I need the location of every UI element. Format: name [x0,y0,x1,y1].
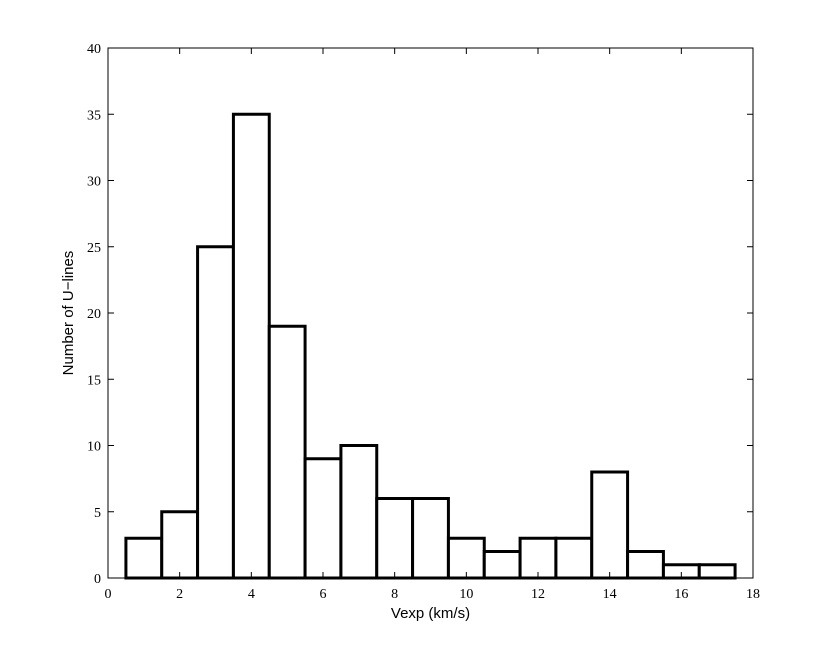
bars-group [124,112,737,580]
histogram-bar [697,563,737,580]
histogram-bar [411,497,450,580]
y-tick-label: 30 [87,175,101,190]
y-tick-label: 0 [94,572,101,587]
histogram-bar [231,112,271,580]
histogram-bar [267,324,307,580]
histogram-bar [124,536,164,580]
x-tick-label: 12 [531,587,545,602]
histogram-bar [554,536,594,580]
y-tick-label: 35 [87,108,101,123]
tick-labels-group: 0 2 4 6 8 10 12 14 16 18 0 5 10 15 20 25 30 35 40 [87,42,760,602]
x-tick-label: 16 [674,587,688,602]
histogram-bar [196,245,235,580]
histogram-bar [303,457,343,580]
x-tick-label: 6 [320,587,327,602]
x-tick-label: 10 [459,587,473,602]
y-tick-label: 40 [87,42,101,57]
histogram-bar [160,510,200,580]
histogram-bar [626,550,665,580]
y-tick-label: 20 [87,307,101,322]
x-tick-label: 0 [105,587,112,602]
x-axis-label: Vexp (km/s) [391,605,470,622]
x-tick-label: 2 [176,587,183,602]
ticks-group [107,47,754,579]
y-tick-label: 5 [94,506,101,521]
histogram-bar [482,550,522,580]
histogram-bar [339,444,379,580]
x-tick-label: 14 [603,587,617,602]
y-tick-label: 25 [87,241,101,256]
y-tick-label: 15 [87,373,101,388]
y-tick-label: 10 [87,440,101,455]
x-tick-label: 18 [746,587,760,602]
histogram-bar [590,470,630,580]
y-axis-label: Number of U−lines [60,251,77,376]
histogram-bar [375,497,415,580]
x-tick-label: 4 [248,587,255,602]
x-tick-label: 8 [391,587,398,602]
